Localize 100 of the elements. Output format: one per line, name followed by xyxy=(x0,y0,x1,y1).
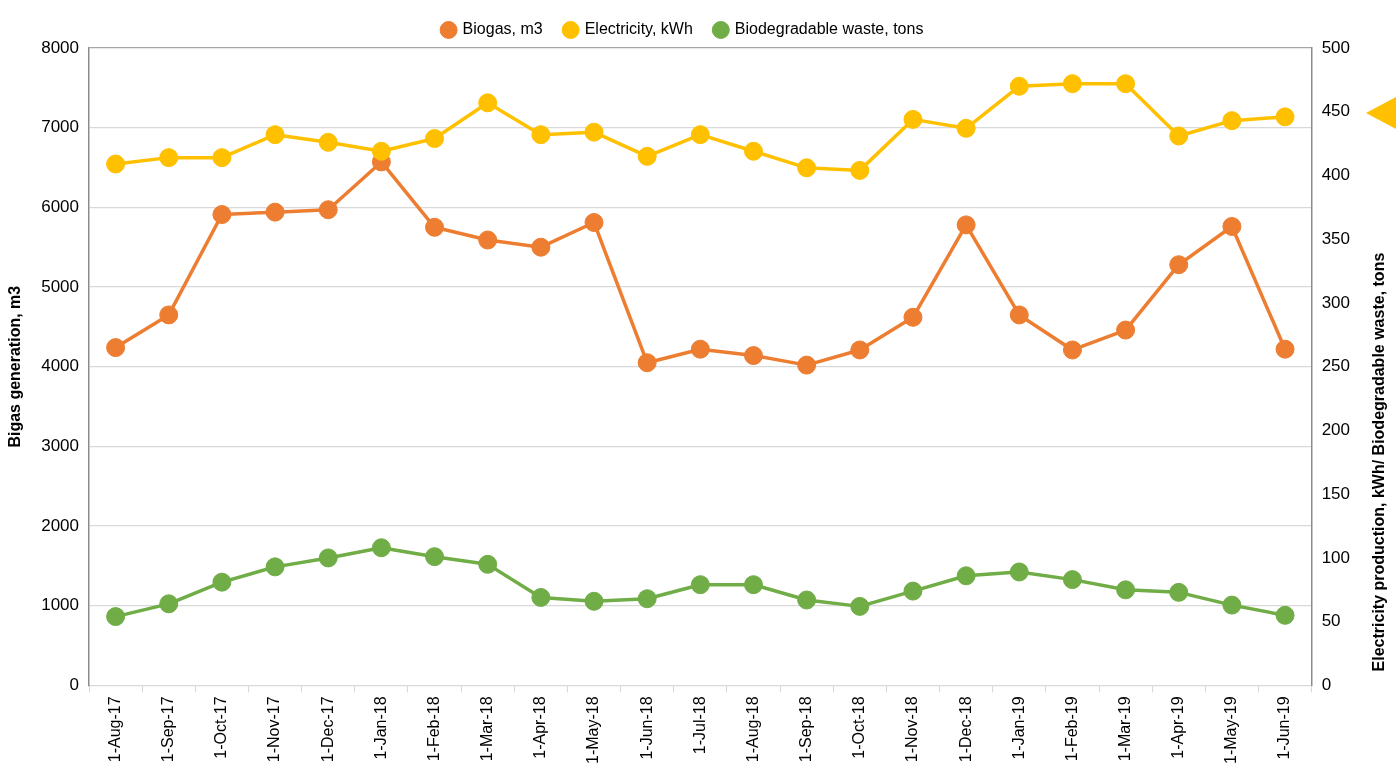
point xyxy=(956,215,976,235)
x-tick-label: 1-May-19 xyxy=(1222,696,1240,764)
y-tick-label: 1000 xyxy=(41,595,80,615)
point xyxy=(159,148,179,168)
y2-tick-label: 0 xyxy=(1321,675,1332,695)
point xyxy=(425,547,445,567)
point xyxy=(1169,126,1189,146)
point xyxy=(637,589,657,609)
x-tick-label: 1-Dec-18 xyxy=(956,696,974,763)
point xyxy=(531,125,551,145)
point xyxy=(1116,320,1136,340)
point xyxy=(743,575,763,595)
point xyxy=(637,353,657,373)
point xyxy=(371,141,391,161)
point xyxy=(797,355,817,375)
point xyxy=(265,202,285,222)
point xyxy=(903,109,923,129)
x-tick-label: 1-Oct-18 xyxy=(850,696,868,759)
x-tick-label: 1-Nov-17 xyxy=(265,696,283,763)
point xyxy=(318,548,338,568)
y-tick-label: 3000 xyxy=(41,436,80,456)
point xyxy=(1222,216,1242,236)
point xyxy=(1062,340,1082,360)
x-tick-label: 1-Sep-18 xyxy=(797,696,815,763)
point xyxy=(478,93,498,113)
x-tick-label: 1-Oct-17 xyxy=(212,696,230,759)
y-tick-label: 5000 xyxy=(41,276,80,296)
y2-axis-title: Electricity production, kWh/ Biodegradable waste, tons xyxy=(1370,252,1388,672)
y2-tick-label: 300 xyxy=(1321,292,1351,312)
point xyxy=(743,141,763,161)
point xyxy=(531,237,551,257)
point xyxy=(690,575,710,595)
x-tick-label: 1-Jan-18 xyxy=(371,696,389,760)
point xyxy=(212,205,232,225)
point xyxy=(159,594,179,614)
point xyxy=(212,148,232,168)
x-tick-label: 1-May-18 xyxy=(584,696,602,764)
point xyxy=(690,339,710,359)
point xyxy=(106,338,126,358)
point xyxy=(903,307,923,327)
point xyxy=(584,591,604,611)
y-tick-label: 8000 xyxy=(41,37,80,57)
point xyxy=(1222,595,1242,615)
point xyxy=(690,125,710,145)
point xyxy=(1009,305,1029,325)
point xyxy=(265,125,285,145)
point xyxy=(956,566,976,586)
x-tick-label: 1-Mar-18 xyxy=(478,696,496,762)
point xyxy=(106,154,126,174)
y2-tick-label: 200 xyxy=(1321,420,1351,440)
point xyxy=(1009,76,1029,96)
point xyxy=(318,200,338,220)
point xyxy=(1062,74,1082,94)
point xyxy=(1169,255,1189,275)
point xyxy=(478,230,498,250)
x-tick-label: 1-Apr-18 xyxy=(531,696,549,759)
point xyxy=(1275,107,1295,127)
x-tick-label: 1-Aug-18 xyxy=(743,696,761,763)
point xyxy=(1009,562,1029,582)
point xyxy=(371,538,391,558)
point xyxy=(850,160,870,180)
point xyxy=(584,212,604,232)
point xyxy=(425,217,445,237)
point xyxy=(637,146,657,166)
x-tick-label: 1-Dec-17 xyxy=(318,696,336,763)
point xyxy=(1222,111,1242,131)
point xyxy=(159,305,179,325)
point xyxy=(584,122,604,142)
x-tick-label: 1-Sep-17 xyxy=(159,696,177,763)
y2-tick-label: 350 xyxy=(1321,228,1351,248)
x-tick-label: 1-Jan-19 xyxy=(1009,696,1027,760)
point xyxy=(850,596,870,616)
y2-tick-label: 150 xyxy=(1321,483,1351,503)
y2-tick-label: 400 xyxy=(1321,165,1351,185)
point xyxy=(265,557,285,577)
point xyxy=(1169,582,1189,602)
point xyxy=(318,132,338,152)
y-tick-label: 6000 xyxy=(41,197,80,217)
y-tick-label: 7000 xyxy=(41,117,80,137)
point xyxy=(956,118,976,138)
x-tick-label: 1-Jun-19 xyxy=(1275,696,1293,760)
point xyxy=(1275,339,1295,359)
point xyxy=(743,346,763,366)
point xyxy=(425,129,445,149)
x-tick-label: 1-Jun-18 xyxy=(637,696,655,760)
point xyxy=(1116,580,1136,600)
x-tick-label: 1-Nov-18 xyxy=(903,696,921,763)
x-tick-label: 1-Jul-18 xyxy=(690,696,708,755)
legend-label: Biogas, m3 xyxy=(462,20,543,38)
y2-tick-label: 450 xyxy=(1321,101,1351,121)
y-axis-title: Bigas generation, m3 xyxy=(6,285,24,448)
point xyxy=(1116,74,1136,94)
point xyxy=(531,587,551,607)
point xyxy=(478,554,498,574)
point xyxy=(212,572,232,592)
point xyxy=(797,158,817,178)
point xyxy=(1062,570,1082,590)
x-tick-label: 1-Feb-18 xyxy=(424,696,442,762)
y-tick-label: 2000 xyxy=(41,515,80,535)
x-tick-label: 1-Mar-19 xyxy=(1115,696,1133,762)
